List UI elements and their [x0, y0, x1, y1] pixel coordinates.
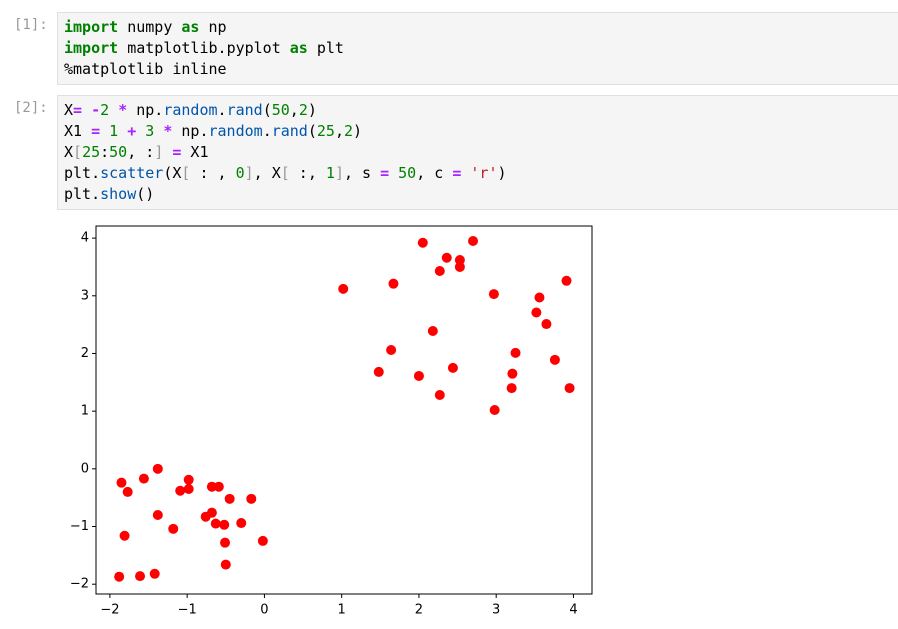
point — [534, 292, 545, 303]
point — [373, 366, 384, 377]
point — [224, 493, 235, 504]
code-line: import matplotlib.pyplot as plt — [64, 39, 344, 57]
point — [434, 390, 445, 401]
x-tick-label: 0 — [260, 603, 268, 618]
point — [531, 307, 542, 318]
point — [122, 486, 133, 497]
point — [338, 283, 349, 294]
x-tick-label: 3 — [492, 603, 500, 618]
point — [213, 481, 224, 492]
point — [219, 519, 230, 530]
point — [564, 383, 575, 394]
point — [168, 523, 179, 534]
prompt: [2]: — [14, 100, 48, 116]
code-cell[interactable]: X= -2 * np.random.rand(50,2) X1 = 1 + 3 *… — [57, 95, 898, 210]
code-cell[interactable]: import numpy as np import matplotlib.pypl… — [57, 12, 898, 85]
point — [149, 568, 160, 579]
point — [488, 289, 499, 300]
point — [386, 345, 397, 356]
code-line: plt.show() — [64, 185, 155, 203]
prompt: [1]: — [14, 17, 48, 33]
y-tick-label: 2 — [81, 346, 89, 361]
point — [434, 265, 445, 276]
point — [246, 493, 257, 504]
point — [417, 237, 428, 248]
x-tick-label: 1 — [338, 603, 346, 618]
y-tick-label: −2 — [70, 577, 89, 592]
point — [152, 509, 163, 520]
y-tick-label: 1 — [81, 404, 89, 419]
point — [116, 477, 127, 488]
code-line: X[25:50, :] = X1 — [64, 143, 209, 161]
y-tick-label: 3 — [81, 288, 89, 303]
point — [152, 463, 163, 474]
point — [549, 354, 560, 365]
y-tick-label: 0 — [81, 461, 89, 476]
point — [427, 325, 438, 336]
point — [468, 235, 479, 246]
x-tick-label: 2 — [415, 603, 423, 618]
x-tick-label: 4 — [569, 603, 577, 618]
y-tick-label: 4 — [81, 231, 89, 246]
y-tick-label: −1 — [70, 519, 89, 534]
point — [175, 485, 186, 496]
point — [441, 252, 452, 263]
point — [114, 571, 125, 582]
point — [506, 383, 517, 394]
point — [561, 275, 572, 286]
point — [135, 571, 146, 582]
point — [541, 319, 552, 330]
point — [454, 261, 465, 272]
point — [200, 511, 211, 522]
point — [510, 347, 521, 358]
point — [210, 518, 221, 529]
point — [507, 368, 518, 379]
point — [413, 370, 424, 381]
point — [220, 537, 231, 548]
x-tick-label: −2 — [100, 603, 119, 618]
x-tick-label: −1 — [178, 603, 197, 618]
point — [138, 473, 149, 484]
point — [447, 362, 458, 373]
point — [257, 535, 268, 546]
code-line: plt.scatter(X[ : , 0], X[ :, 1], s = 50,… — [64, 164, 507, 182]
point — [236, 518, 247, 529]
code-line: import numpy as np — [64, 18, 227, 36]
code-line: %matplotlib inline — [64, 60, 227, 78]
point — [183, 484, 194, 495]
code-line: X1 = 1 + 3 * np.random.rand(25,2) — [64, 122, 363, 140]
point — [454, 255, 465, 266]
code-line: X= -2 * np.random.rand(50,2) — [64, 101, 317, 119]
point — [119, 530, 130, 541]
point — [489, 405, 500, 415]
point — [388, 278, 399, 289]
point — [183, 474, 194, 485]
point — [220, 559, 231, 570]
point — [206, 481, 217, 492]
plot-frame — [95, 225, 593, 595]
